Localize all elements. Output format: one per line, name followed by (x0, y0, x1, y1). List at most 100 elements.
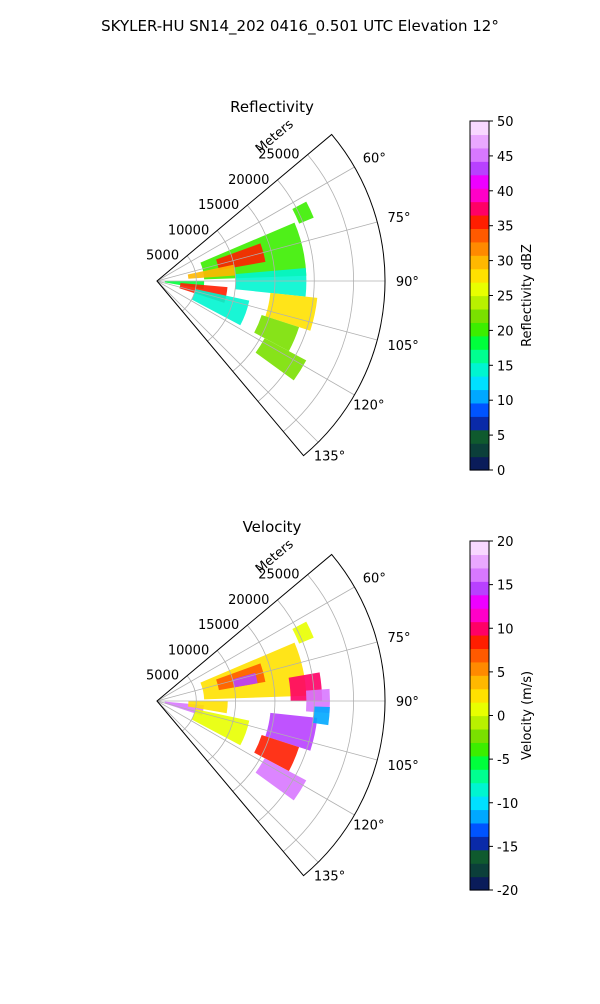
range-tick-label: 25000 (258, 568, 299, 583)
azimuth-tick-label: 105° (387, 759, 418, 774)
echo-cell (255, 758, 307, 801)
colorbar-segment (470, 349, 489, 364)
azimuth-tick-label: 120° (353, 818, 384, 833)
range-tick-label: 5000 (146, 249, 179, 264)
azimuth-gridline (156, 221, 378, 282)
colorbar-tick-label: 15 (497, 579, 514, 594)
echo-cell (187, 701, 228, 714)
colorbar-segment (470, 742, 489, 757)
azimuth-tick-label: 75° (387, 631, 410, 646)
range-tick-label: 20000 (228, 593, 269, 608)
colorbar-tick-label: 35 (497, 220, 514, 235)
colorbar-segment (470, 362, 489, 377)
range-ring (232, 204, 276, 372)
range-ring (257, 599, 315, 822)
range-ring (283, 154, 354, 432)
colorbar-tick-label: 5 (497, 429, 505, 444)
azimuth-gridline (156, 280, 319, 443)
colorbar-segment (470, 755, 489, 770)
range-ring (207, 650, 236, 762)
reflectivity-panel: Reflectivity500010000150002000025000Mete… (146, 98, 535, 479)
colorbar-segment (470, 554, 489, 569)
echo-cell (187, 264, 236, 279)
colorbar-segment (470, 174, 489, 189)
range-ring (232, 624, 276, 792)
colorbar-segment (470, 648, 489, 663)
colorbar-tick-label: -5 (497, 753, 510, 768)
echo-cell (191, 289, 250, 326)
echo-cell (292, 201, 314, 224)
panel-title: Reflectivity (230, 98, 314, 116)
colorbar-segment (470, 201, 489, 216)
range-tick-label: 10000 (168, 223, 209, 238)
colorbar-segment (470, 402, 489, 417)
echo-cell (265, 292, 318, 331)
range-ring (283, 574, 354, 852)
colorbar-segment (470, 782, 489, 797)
colorbar-tick-label: 10 (497, 622, 514, 637)
sector-frame (156, 133, 386, 457)
colorbar-segment (470, 416, 489, 431)
colorbar-segment (470, 594, 489, 609)
range-tick-label: 15000 (198, 198, 239, 213)
colorbar-segment (470, 836, 489, 851)
colorbar-segment (470, 429, 489, 444)
colorbar-segment (470, 809, 489, 824)
azimuth-tick-label: 135° (314, 870, 345, 885)
colorbar-tick-label: -20 (497, 884, 518, 899)
echo-cell (265, 712, 318, 751)
figure-suptitle: SKYLER-HU SN14_202 0416_0.501 UTC Elevat… (101, 17, 499, 36)
range-tick-label: 25000 (258, 148, 299, 163)
colorbar-segment (470, 322, 489, 337)
colorbar-tick-label: 25 (497, 290, 514, 305)
azimuth-gridline (156, 166, 355, 282)
colorbar-segment (470, 541, 489, 556)
colorbar-segment (470, 241, 489, 256)
colorbar-segment (470, 849, 489, 864)
colorbar-segment (470, 621, 489, 636)
colorbar-segment (470, 376, 489, 391)
sector-frame (156, 553, 386, 877)
panel-title: Velocity (243, 518, 302, 536)
echo-cell (292, 621, 314, 644)
colorbar-segment (470, 661, 489, 676)
colorbar-tick-label: 0 (497, 710, 505, 725)
azimuth-gridline (156, 700, 378, 761)
echo-cell (254, 735, 300, 772)
colorbar-segment (470, 443, 489, 458)
range-ring (207, 230, 236, 342)
echo-cell (235, 267, 307, 297)
echo-cell (312, 706, 330, 726)
range-tick-label: 15000 (198, 618, 239, 633)
colorbar-segment (470, 389, 489, 404)
colorbar-segment (470, 715, 489, 730)
echo-cell (216, 243, 266, 271)
echo-cell (191, 709, 250, 746)
echo-layer (164, 201, 318, 381)
azimuth-tick-label: 90° (396, 695, 419, 710)
colorbar-segment (470, 295, 489, 310)
colorbar-tick-label: 0 (497, 464, 505, 479)
colorbar-segment (470, 134, 489, 149)
colorbar-segment (470, 688, 489, 703)
range-tick-label: 5000 (146, 669, 179, 684)
colorbar-segment (470, 822, 489, 837)
colorbar-tick-label: -10 (497, 797, 518, 812)
colorbar-segment (470, 567, 489, 582)
echo-cell (232, 672, 258, 688)
colorbar-segment (470, 456, 489, 471)
colorbar-segment (470, 728, 489, 743)
colorbar-segment (470, 876, 489, 891)
colorbar-segment (470, 769, 489, 784)
colorbar-label: Reflectivity dBZ (520, 244, 535, 347)
azimuth-gridline (156, 700, 319, 863)
echo-cell (254, 315, 300, 352)
azimuth-tick-label: 135° (314, 450, 345, 465)
azimuth-tick-label: 75° (387, 211, 410, 226)
colorbar-tick-label: 45 (497, 150, 514, 165)
colorbar-segment (470, 161, 489, 176)
colorbar-tick-label: 30 (497, 255, 514, 270)
colorbar-segment (470, 675, 489, 690)
range-tick-label: 20000 (228, 173, 269, 188)
